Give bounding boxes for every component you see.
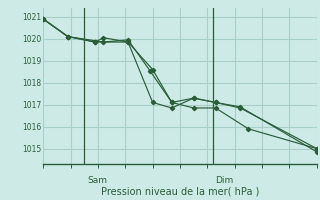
Text: Dim: Dim bbox=[216, 176, 234, 185]
Text: Sam: Sam bbox=[87, 176, 107, 185]
X-axis label: Pression niveau de la mer( hPa ): Pression niveau de la mer( hPa ) bbox=[101, 187, 259, 197]
